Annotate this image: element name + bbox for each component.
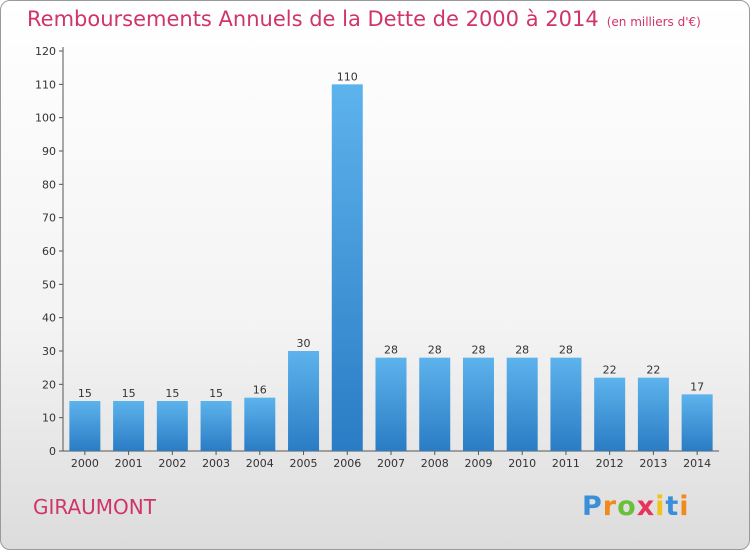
- x-tick-label: 2002: [158, 457, 186, 470]
- bar: [637, 377, 669, 451]
- bar: [594, 377, 626, 451]
- bar-value-label: 15: [78, 387, 92, 400]
- bar: [288, 351, 320, 451]
- commune-name: GIRAUMONT: [33, 495, 156, 519]
- y-tick-label: 90: [42, 145, 56, 158]
- title-text: Remboursements Annuels de la Dette de 20…: [27, 7, 599, 31]
- bar-value-label: 16: [253, 384, 267, 397]
- logo-letter: t: [665, 491, 680, 522]
- y-tick-label: 100: [35, 112, 56, 125]
- proxiti-logo: Proxiti: [582, 491, 690, 522]
- y-tick-label: 110: [35, 78, 56, 91]
- bar-value-label: 28: [559, 344, 573, 357]
- bar-value-label: 15: [122, 387, 136, 400]
- y-tick-label: 0: [49, 445, 56, 458]
- x-axis: 2000 2001 2002 2003 2004 2005 2006 2007 2008 2009…: [63, 450, 719, 470]
- y-tick-label: 80: [42, 178, 56, 191]
- x-tick-label: 2006: [333, 457, 361, 470]
- logo-letter: r: [602, 491, 618, 522]
- y-tick-label: 70: [42, 212, 56, 225]
- bar: [419, 357, 451, 451]
- bar: [375, 357, 407, 451]
- bar-value-label: 17: [690, 380, 704, 393]
- y-tick-label: 60: [42, 245, 56, 258]
- bar: [462, 357, 494, 451]
- x-tick-label: 2010: [508, 457, 536, 470]
- y-tick-label: 120: [35, 45, 56, 58]
- x-tick-label: 2011: [552, 457, 580, 470]
- data-labels: 15 15 15 15 16 30 110 28 28 28 28 28 22 22 17: [78, 70, 704, 400]
- logo-letter: i: [679, 491, 690, 522]
- bars: [69, 84, 713, 451]
- bar: [69, 401, 101, 451]
- y-axis: 0 10 20 30 40 50 60 70 80 90 100 110 120: [35, 45, 64, 458]
- x-tick-label: 2012: [596, 457, 624, 470]
- logo-letter: o: [617, 491, 637, 522]
- bar-value-label: 15: [165, 387, 179, 400]
- x-tick-label: 2008: [421, 457, 449, 470]
- bar-value-label: 22: [646, 364, 660, 377]
- logo-letter: x: [636, 491, 656, 522]
- bar-value-label: 110: [337, 70, 358, 83]
- bar: [244, 397, 276, 451]
- x-tick-label: 2014: [683, 457, 711, 470]
- bar-value-label: 28: [471, 344, 485, 357]
- bar: [550, 357, 582, 451]
- bar: [506, 357, 538, 451]
- bar: [331, 84, 363, 451]
- x-tick-label: 2005: [290, 457, 318, 470]
- bar: [681, 394, 713, 451]
- y-tick-label: 50: [42, 278, 56, 291]
- logo-letter: i: [655, 491, 666, 522]
- x-tick-label: 2003: [202, 457, 230, 470]
- bar-value-label: 28: [428, 344, 442, 357]
- y-tick-label: 40: [42, 312, 56, 325]
- bar: [113, 401, 145, 451]
- y-tick-label: 20: [42, 378, 56, 391]
- bar: [156, 401, 188, 451]
- y-tick-label: 30: [42, 345, 56, 358]
- logo-letter: P: [582, 491, 603, 522]
- x-tick-label: 2007: [377, 457, 405, 470]
- x-tick-label: 2004: [246, 457, 274, 470]
- bar-value-label: 22: [603, 364, 617, 377]
- x-tick-label: 2000: [71, 457, 99, 470]
- title-unit: (en milliers d'€): [606, 15, 701, 29]
- y-tick-label: 10: [42, 412, 56, 425]
- chart-title: Remboursements Annuels de la Dette de 20…: [27, 7, 701, 31]
- x-tick-label: 2001: [115, 457, 143, 470]
- bar-value-label: 28: [384, 344, 398, 357]
- x-tick-label: 2013: [639, 457, 667, 470]
- x-tick-label: 2009: [464, 457, 492, 470]
- bar: [200, 401, 232, 451]
- bar-value-label: 30: [297, 337, 311, 350]
- bar-value-label: 28: [515, 344, 529, 357]
- bar-value-label: 15: [209, 387, 223, 400]
